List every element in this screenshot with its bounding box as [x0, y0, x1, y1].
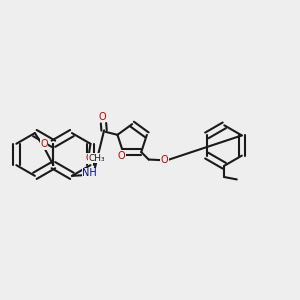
- Text: O: O: [118, 151, 125, 161]
- Text: NH: NH: [82, 169, 97, 178]
- Text: O: O: [160, 155, 168, 165]
- Text: O: O: [99, 112, 106, 122]
- Text: O: O: [85, 153, 93, 163]
- Text: CH₃: CH₃: [88, 154, 105, 163]
- Text: O: O: [40, 139, 48, 149]
